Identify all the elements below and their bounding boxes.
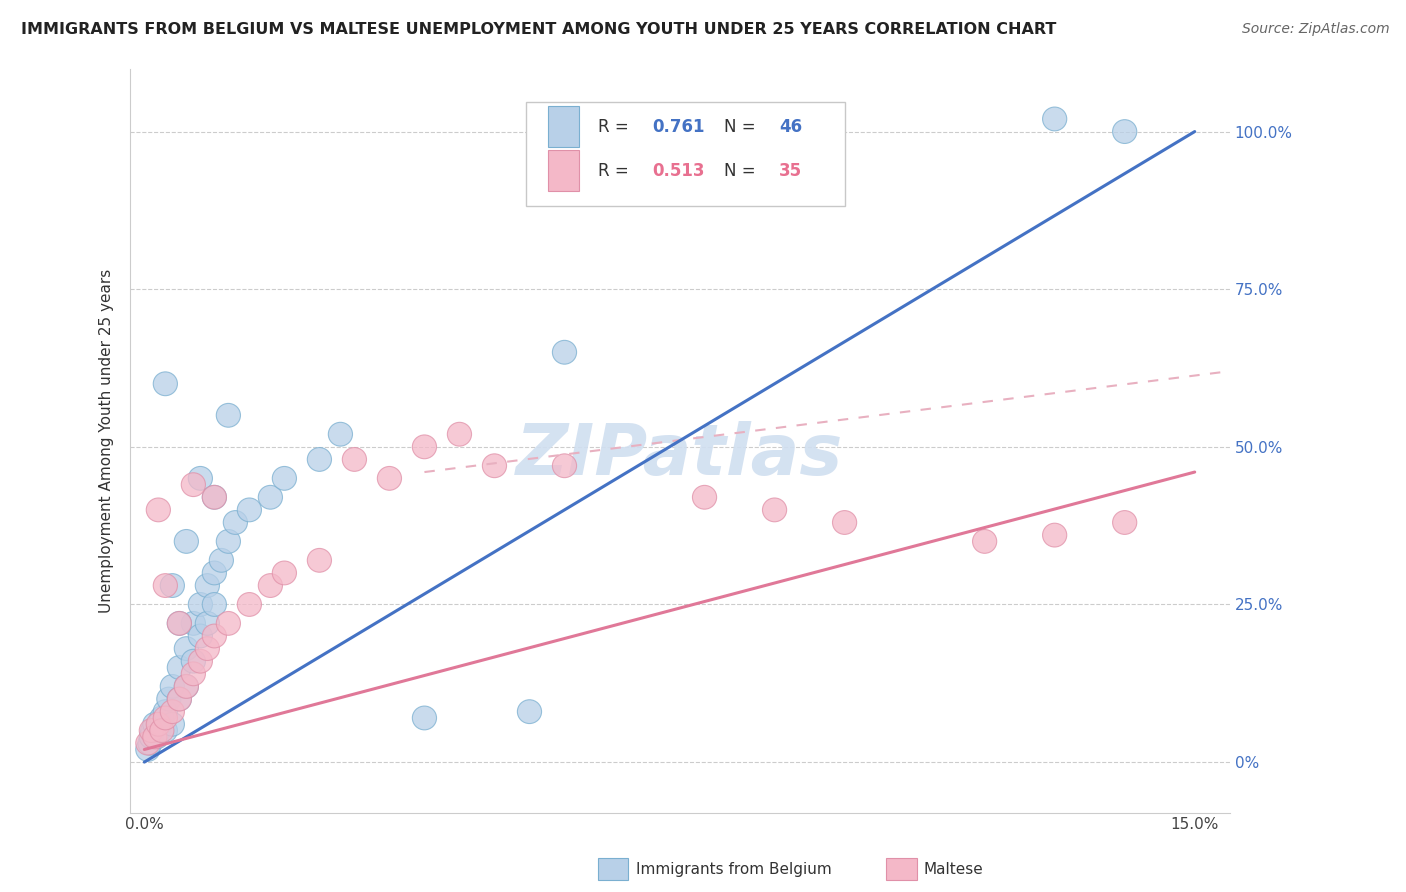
Ellipse shape [167, 687, 191, 711]
Ellipse shape [160, 574, 184, 598]
Ellipse shape [167, 687, 191, 711]
Ellipse shape [209, 549, 233, 573]
Text: N =: N = [724, 162, 761, 180]
Text: R =: R = [598, 118, 634, 136]
Ellipse shape [160, 699, 184, 723]
Ellipse shape [156, 687, 181, 711]
Ellipse shape [273, 561, 297, 585]
Ellipse shape [308, 448, 332, 471]
Ellipse shape [517, 699, 541, 723]
Ellipse shape [273, 467, 297, 491]
Ellipse shape [832, 510, 856, 534]
Text: 35: 35 [779, 162, 801, 180]
Ellipse shape [259, 485, 283, 509]
Ellipse shape [141, 719, 165, 742]
Ellipse shape [148, 713, 172, 736]
Ellipse shape [143, 725, 167, 748]
Ellipse shape [188, 467, 212, 491]
Ellipse shape [181, 662, 205, 686]
Text: IMMIGRANTS FROM BELGIUM VS MALTESE UNEMPLOYMENT AMONG YOUTH UNDER 25 YEARS CORRE: IMMIGRANTS FROM BELGIUM VS MALTESE UNEMP… [21, 22, 1056, 37]
Ellipse shape [259, 574, 283, 598]
Ellipse shape [150, 719, 174, 742]
Ellipse shape [762, 498, 786, 522]
Ellipse shape [202, 592, 226, 616]
Ellipse shape [1112, 120, 1137, 144]
Ellipse shape [202, 485, 226, 509]
Text: R =: R = [598, 162, 634, 180]
Ellipse shape [153, 719, 177, 742]
Ellipse shape [412, 706, 436, 730]
Ellipse shape [447, 422, 471, 446]
Ellipse shape [217, 612, 240, 635]
Ellipse shape [217, 403, 240, 427]
FancyBboxPatch shape [548, 151, 579, 191]
Ellipse shape [181, 473, 205, 497]
Ellipse shape [553, 454, 576, 477]
Ellipse shape [1112, 510, 1137, 534]
Ellipse shape [138, 731, 162, 756]
FancyBboxPatch shape [548, 106, 579, 146]
Ellipse shape [181, 649, 205, 673]
Ellipse shape [1043, 524, 1067, 547]
Ellipse shape [202, 485, 226, 509]
Ellipse shape [146, 713, 170, 736]
Ellipse shape [174, 674, 198, 698]
Text: N =: N = [724, 118, 761, 136]
Ellipse shape [174, 530, 198, 553]
Ellipse shape [153, 699, 177, 723]
Ellipse shape [412, 435, 436, 458]
Ellipse shape [188, 624, 212, 648]
Ellipse shape [174, 674, 198, 698]
Ellipse shape [195, 574, 219, 598]
Ellipse shape [308, 549, 332, 573]
Ellipse shape [146, 719, 170, 742]
Ellipse shape [146, 498, 170, 522]
Ellipse shape [482, 454, 506, 477]
Ellipse shape [195, 637, 219, 660]
Ellipse shape [139, 725, 163, 748]
Ellipse shape [342, 448, 367, 471]
Ellipse shape [136, 731, 160, 756]
Ellipse shape [195, 612, 219, 635]
Ellipse shape [174, 637, 198, 660]
Ellipse shape [145, 725, 169, 748]
Ellipse shape [202, 624, 226, 648]
Ellipse shape [153, 372, 177, 396]
FancyBboxPatch shape [526, 102, 845, 206]
Ellipse shape [188, 649, 212, 673]
Text: 0.761: 0.761 [652, 118, 704, 136]
Ellipse shape [167, 612, 191, 635]
Ellipse shape [553, 341, 576, 364]
Ellipse shape [1043, 107, 1067, 131]
Ellipse shape [136, 738, 160, 762]
Text: Source: ZipAtlas.com: Source: ZipAtlas.com [1241, 22, 1389, 37]
Ellipse shape [692, 485, 717, 509]
Ellipse shape [143, 713, 167, 736]
Ellipse shape [973, 530, 997, 553]
Text: Maltese: Maltese [924, 863, 983, 877]
Ellipse shape [167, 656, 191, 680]
Y-axis label: Unemployment Among Youth under 25 years: Unemployment Among Youth under 25 years [100, 268, 114, 613]
Ellipse shape [150, 706, 174, 730]
Ellipse shape [160, 713, 184, 736]
Ellipse shape [202, 561, 226, 585]
Ellipse shape [188, 592, 212, 616]
Ellipse shape [329, 422, 353, 446]
Ellipse shape [377, 467, 402, 491]
Ellipse shape [224, 510, 247, 534]
Ellipse shape [139, 719, 163, 742]
Text: ZIPatlas: ZIPatlas [516, 421, 844, 490]
Ellipse shape [153, 706, 177, 730]
Ellipse shape [153, 574, 177, 598]
Ellipse shape [181, 612, 205, 635]
Text: 0.513: 0.513 [652, 162, 704, 180]
Ellipse shape [238, 498, 262, 522]
Text: Immigrants from Belgium: Immigrants from Belgium [636, 863, 831, 877]
Ellipse shape [238, 592, 262, 616]
Ellipse shape [167, 612, 191, 635]
Text: 46: 46 [779, 118, 801, 136]
Ellipse shape [160, 674, 184, 698]
Ellipse shape [217, 530, 240, 553]
